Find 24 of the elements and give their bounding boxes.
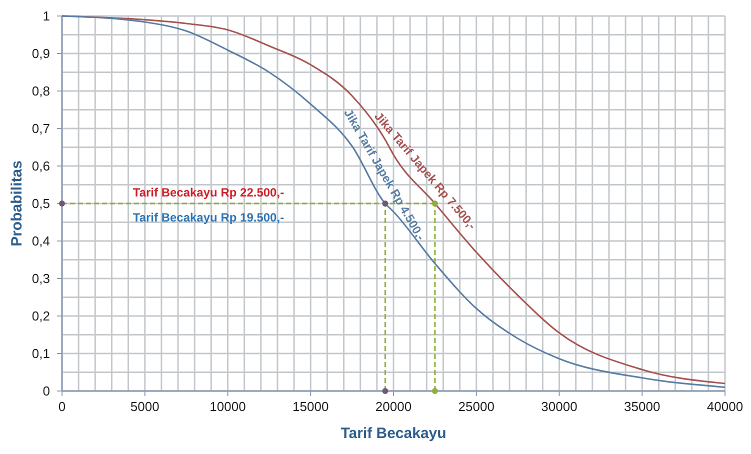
y-tick-label: 0,4 — [32, 234, 50, 249]
x-axis-title: Tarif Becakayu — [340, 425, 446, 442]
y-tick-label: 0,8 — [32, 84, 50, 99]
x-tick-label: 25000 — [458, 399, 494, 414]
y-tick-label: 0,1 — [32, 346, 50, 362]
y-tick-label: 0 — [42, 384, 50, 399]
x-tick-label: 0 — [58, 399, 66, 414]
annotation: Tarif Becakayu Rp 19.500,- — [132, 210, 284, 225]
x-tick-label: 10000 — [210, 399, 246, 414]
y-tick-label: 1 — [42, 8, 50, 24]
y-tick-label: 0,3 — [32, 271, 50, 286]
x-tick-label: 35000 — [624, 399, 660, 414]
y-axis-title: Probabilitas — [8, 160, 26, 246]
y-tick-label: 0,9 — [32, 46, 50, 62]
y-tick-label: 0,5 — [32, 196, 50, 212]
x-tick-label: 40000 — [706, 399, 744, 414]
x-tick-label: 20000 — [375, 399, 412, 414]
x-tick-label: 30000 — [541, 399, 578, 414]
x-tick-label: 5000 — [130, 399, 160, 414]
y-tick-label: 0,6 — [32, 158, 50, 174]
x-tick-label: 15000 — [292, 399, 329, 414]
y-tick-label: 0,2 — [32, 308, 50, 324]
annotation: Tarif Becakayu Rp 22.500,- — [132, 186, 284, 200]
y-tick-label: 0,7 — [32, 121, 50, 136]
